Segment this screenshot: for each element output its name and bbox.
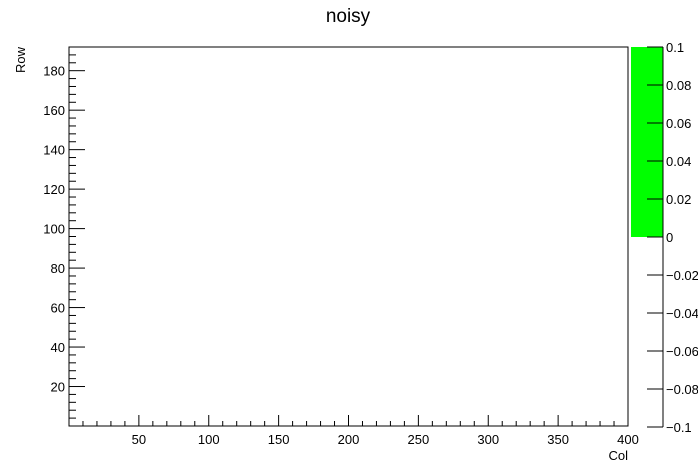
x-tick-label: 350 <box>547 432 569 447</box>
x-tick-label: 100 <box>198 432 220 447</box>
y-tick-label: 40 <box>51 340 65 355</box>
color-scale-ticks: 0.1 0.08 0.06 0.04 0.02 0 −0.02 −0.04 −0.06 −0.08… <box>647 40 698 435</box>
color-scale-tick-label: −0.04 <box>666 306 698 321</box>
y-tick-label: 80 <box>51 261 65 276</box>
x-tick-label: 200 <box>338 432 360 447</box>
x-tick-label: 300 <box>477 432 499 447</box>
color-scale-tick-label: 0.08 <box>666 78 691 93</box>
y-tick-label: 180 <box>43 64 65 79</box>
color-scale-tick-label: −0.02 <box>666 268 698 283</box>
x-tick-label: 250 <box>408 432 430 447</box>
color-scale-tick-label: −0.08 <box>666 382 698 397</box>
x-tick-label: 400 <box>617 432 639 447</box>
y-tick-label: 120 <box>43 182 65 197</box>
x-axis-ticks: 50 100 150 200 250 300 350 400 <box>82 415 639 447</box>
y-axis-label: Row <box>13 46 28 73</box>
y-tick-label: 140 <box>43 143 65 158</box>
color-scale-tick-label: 0.06 <box>666 116 691 131</box>
x-tick-label: 50 <box>132 432 146 447</box>
color-scale-tick-label: −0.06 <box>666 344 698 359</box>
color-scale: 0.1 0.08 0.06 0.04 0.02 0 −0.02 −0.04 −0.06 −0.08… <box>631 40 698 435</box>
y-tick-label: 100 <box>43 222 65 237</box>
y-tick-label: 160 <box>43 103 65 118</box>
color-scale-fill <box>631 47 663 237</box>
x-tick-label: 150 <box>268 432 290 447</box>
color-scale-tick-label: −0.1 <box>666 420 692 435</box>
y-tick-label: 20 <box>51 380 65 395</box>
y-tick-label: 60 <box>51 301 65 316</box>
plot-frame <box>68 46 629 427</box>
y-axis-ticks: 20 40 60 80 100 120 140 160 180 <box>43 46 85 419</box>
x-axis-label: Col <box>608 448 628 463</box>
color-scale-tick-label: 0.1 <box>666 40 684 55</box>
color-scale-tick-label: 0.04 <box>666 154 691 169</box>
color-scale-tick-label: 0.02 <box>666 192 691 207</box>
color-scale-tick-label: 0 <box>666 230 673 245</box>
chart-title: noisy <box>326 6 371 27</box>
